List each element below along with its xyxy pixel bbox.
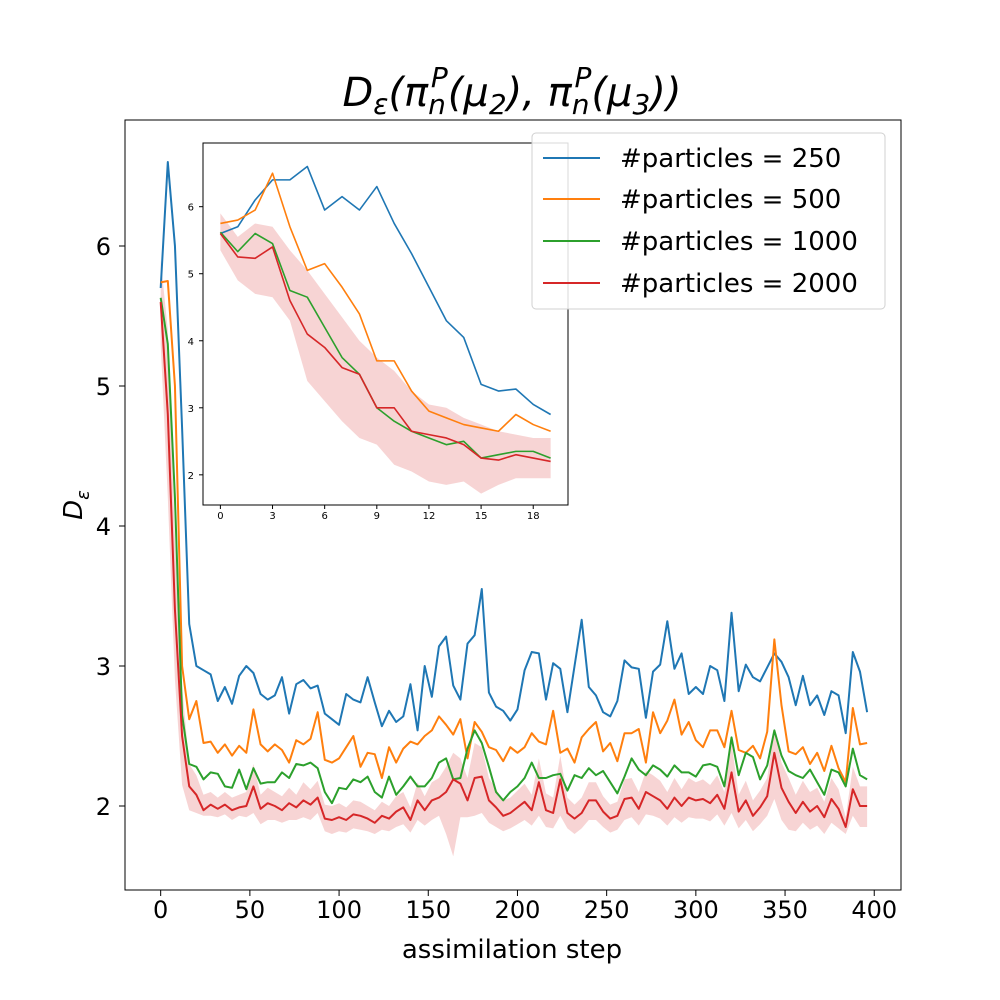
main-confidence-band: [160, 260, 868, 857]
inset-series-line-particles-2000: [219, 233, 551, 463]
inset-band-layer: [220, 213, 551, 494]
main-x-tick-label: 0: [153, 896, 168, 924]
inset-plot-area: 0 3 6 9 12 15 18 2 3 4 5 6: [188, 142, 569, 522]
inset-x-tick-label: 3: [269, 511, 275, 522]
inset-x-tick-label: 9: [374, 511, 380, 522]
main-x-tick-label: 300: [673, 896, 719, 924]
main-x-tick-label: 50: [235, 896, 266, 924]
x-axis-label: assimilation step: [402, 935, 622, 965]
chart-title: Dε(πnP(μ2), πnP(μ3)): [342, 61, 681, 121]
legend-box: [531, 132, 886, 310]
inset-lines-layer: [219, 165, 552, 463]
inset-x-tick-label: 12: [423, 511, 436, 522]
inset-y-tick-label: 2: [188, 471, 194, 482]
inset-x-tick-label: 18: [527, 511, 540, 522]
inset-y-tick-label: 3: [188, 404, 194, 415]
inset-series-line-particles-1000: [219, 231, 551, 459]
main-y-ticks: 2 3 4 5 6: [96, 233, 125, 821]
inset-y-ticks: 2 3 4 5 6: [188, 203, 203, 482]
legend-label-2000: #particles = 2000: [620, 269, 858, 299]
main-y-tick-label: 6: [96, 233, 111, 261]
inset-x-tick-label: 0: [217, 511, 223, 522]
main-x-ticks: 0 50 100 150 200 250 300 350 400: [153, 890, 897, 924]
main-x-tick-label: 350: [762, 896, 808, 924]
main-x-tick-label: 100: [316, 896, 362, 924]
main-series-line-particles-250: [159, 161, 869, 735]
inset-x-tick-label: 6: [321, 511, 327, 522]
inset-y-tick-label: 5: [188, 270, 194, 281]
main-series-line-particles-500: [160, 280, 868, 784]
legend-label-1000: #particles = 1000: [620, 227, 858, 257]
main-series-line-particles-2000: [159, 301, 868, 828]
legend-label-250: #particles = 250: [620, 144, 841, 174]
main-series-line-particles-1000: [159, 297, 868, 805]
inset-x-ticks: 0 3 6 9 12 15 18: [217, 505, 540, 522]
main-y-tick-label: 5: [96, 373, 111, 401]
legend: #particles = 250 #particles = 500 #parti…: [531, 132, 886, 310]
inset-axes-frame: [202, 142, 569, 506]
main-x-tick-label: 150: [405, 896, 451, 924]
inset-confidence-band: [220, 213, 551, 494]
legend-label-500: #particles = 500: [620, 185, 841, 215]
main-x-tick-label: 200: [495, 896, 541, 924]
inset-y-tick-label: 4: [188, 337, 194, 348]
main-x-tick-label: 250: [584, 896, 630, 924]
main-y-tick-label: 3: [96, 653, 111, 681]
main-lines-layer: [159, 161, 869, 828]
inset-x-tick-label: 15: [475, 511, 488, 522]
main-x-tick-label: 400: [851, 896, 897, 924]
main-axes-frame: [124, 119, 902, 891]
inset-y-tick-label: 6: [188, 203, 194, 214]
main-y-tick-label: 2: [96, 793, 111, 821]
main-y-tick-label: 4: [96, 513, 111, 541]
main-band-layer: [160, 260, 868, 857]
inset-series-line-particles-500: [220, 172, 551, 433]
